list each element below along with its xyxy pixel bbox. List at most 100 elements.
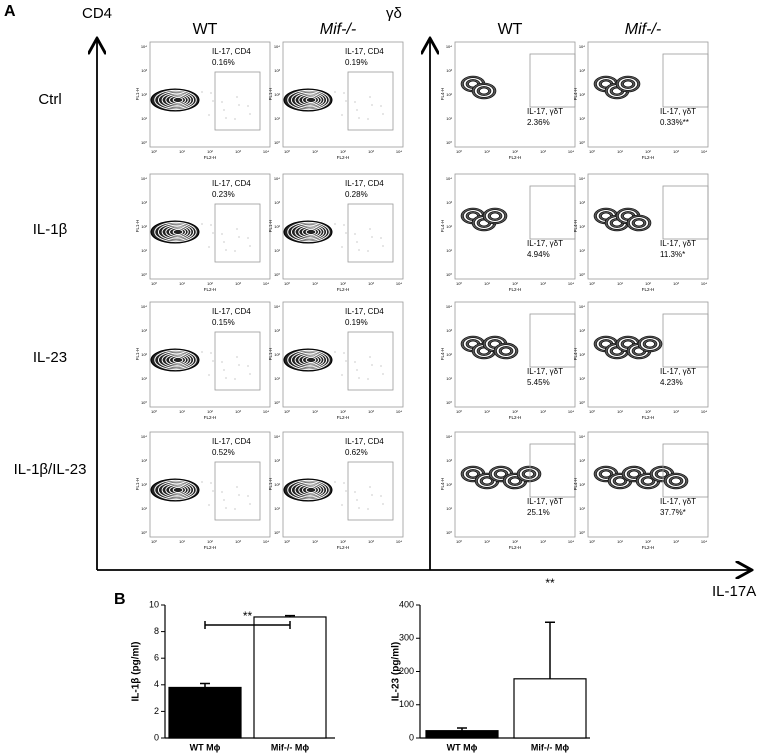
gate-label: IL-17, CD4 <box>212 179 251 188</box>
decade-label: 10⁴ <box>396 149 402 154</box>
dot <box>210 224 212 226</box>
decade-label: 10¹ <box>274 116 280 121</box>
gate-percent: 25.1% <box>527 508 550 517</box>
gate-percent: 0.23% <box>212 190 235 199</box>
contour <box>623 80 633 88</box>
gate-label: IL-17, γδT <box>660 239 696 248</box>
decade-label: 10² <box>512 149 518 154</box>
decade-label: 10² <box>579 92 585 97</box>
gate <box>662 185 709 240</box>
gate <box>529 443 576 498</box>
dot <box>345 232 347 234</box>
contour <box>172 228 184 236</box>
dot <box>345 100 347 102</box>
decade-label: 10⁴ <box>141 304 147 309</box>
contour <box>302 227 319 237</box>
dot <box>354 491 356 493</box>
decade-label: 10⁰ <box>284 409 290 414</box>
contour <box>294 482 325 498</box>
dot <box>225 117 227 119</box>
x-axis-label: IL-17A <box>712 583 756 600</box>
dot <box>371 494 373 496</box>
decade-label: 10⁴ <box>568 539 574 544</box>
dot <box>334 351 336 353</box>
decade-label: 10³ <box>274 68 280 73</box>
significance-bracket <box>204 621 291 629</box>
dot <box>356 369 358 371</box>
gate <box>214 461 261 521</box>
decade-label: 10⁰ <box>141 530 147 535</box>
contour <box>290 223 328 241</box>
dot <box>356 109 358 111</box>
decade-label: 10¹ <box>312 149 318 154</box>
contour <box>154 349 197 371</box>
decade-label: 10¹ <box>141 116 147 121</box>
decade-label: 10⁰ <box>284 281 290 286</box>
significance: ** <box>545 576 555 590</box>
dot <box>249 373 251 375</box>
y-tick-label: 0 <box>409 732 414 742</box>
plot-axis-label: FL1-H <box>268 478 273 491</box>
decade-label: 10⁴ <box>701 281 707 286</box>
plot-axis-label: FL2-H <box>509 287 522 292</box>
dot <box>201 91 203 93</box>
column-header: Mif-/- <box>625 21 661 38</box>
dot <box>358 117 360 119</box>
plot-frame <box>282 431 404 538</box>
decade-label: 10² <box>274 482 280 487</box>
bar <box>425 730 499 739</box>
dot <box>221 491 223 493</box>
x-tick-label: WT Mϕ <box>190 742 221 752</box>
plot-axis-label: FL2-H <box>642 415 655 420</box>
contour <box>524 470 534 478</box>
gate <box>214 71 261 131</box>
contour <box>290 481 328 499</box>
dot <box>371 236 373 238</box>
decade-label: 10³ <box>579 328 585 333</box>
plot-axis-label: FL4-H <box>573 88 578 101</box>
contour <box>305 96 317 104</box>
gate <box>662 443 709 498</box>
decade-label: 10¹ <box>141 376 147 381</box>
gate <box>529 313 576 368</box>
plot-axis-label: FL2-H <box>204 155 217 160</box>
gate-label: IL-17, γδT <box>527 107 563 116</box>
bar <box>513 678 587 739</box>
decade-label: 10¹ <box>617 281 623 286</box>
dot <box>367 378 369 380</box>
decade-label: 10¹ <box>312 539 318 544</box>
contour <box>302 95 319 105</box>
dot <box>356 241 358 243</box>
panel-letter: B <box>114 591 126 608</box>
decade-label: 10⁴ <box>579 176 585 181</box>
decade-label: 10⁰ <box>141 140 147 145</box>
gate-percent: 4.94% <box>527 250 550 259</box>
gate-percent: 0.15% <box>212 318 235 327</box>
decade-label: 10⁴ <box>701 409 707 414</box>
dot <box>341 246 343 248</box>
plot-axis-label: FL1-H <box>268 88 273 101</box>
decade-label: 10⁴ <box>446 176 452 181</box>
decade-label: 10⁴ <box>396 539 402 544</box>
plot-axis-label: FL1-H <box>135 220 140 233</box>
decade-label: 10² <box>579 482 585 487</box>
marker-label: γδ <box>386 5 402 22</box>
contour <box>298 354 322 366</box>
decade-label: 10⁰ <box>151 149 157 154</box>
dot <box>367 118 369 120</box>
decade-label: 10¹ <box>446 376 452 381</box>
gate <box>214 331 261 391</box>
decade-label: 10⁰ <box>274 400 280 405</box>
plot-axis-label: FL2-H <box>204 415 217 420</box>
plot-axis-label: FL2-H <box>337 415 350 420</box>
dot <box>380 365 382 367</box>
dot <box>334 223 336 225</box>
dot <box>210 352 212 354</box>
gate-label: IL-17, CD4 <box>212 307 251 316</box>
contour <box>671 477 681 485</box>
contour <box>298 484 322 496</box>
decade-label: 10³ <box>368 539 374 544</box>
decade-label: 10³ <box>141 458 147 463</box>
decade-label: 10⁴ <box>579 434 585 439</box>
gate <box>214 203 261 263</box>
